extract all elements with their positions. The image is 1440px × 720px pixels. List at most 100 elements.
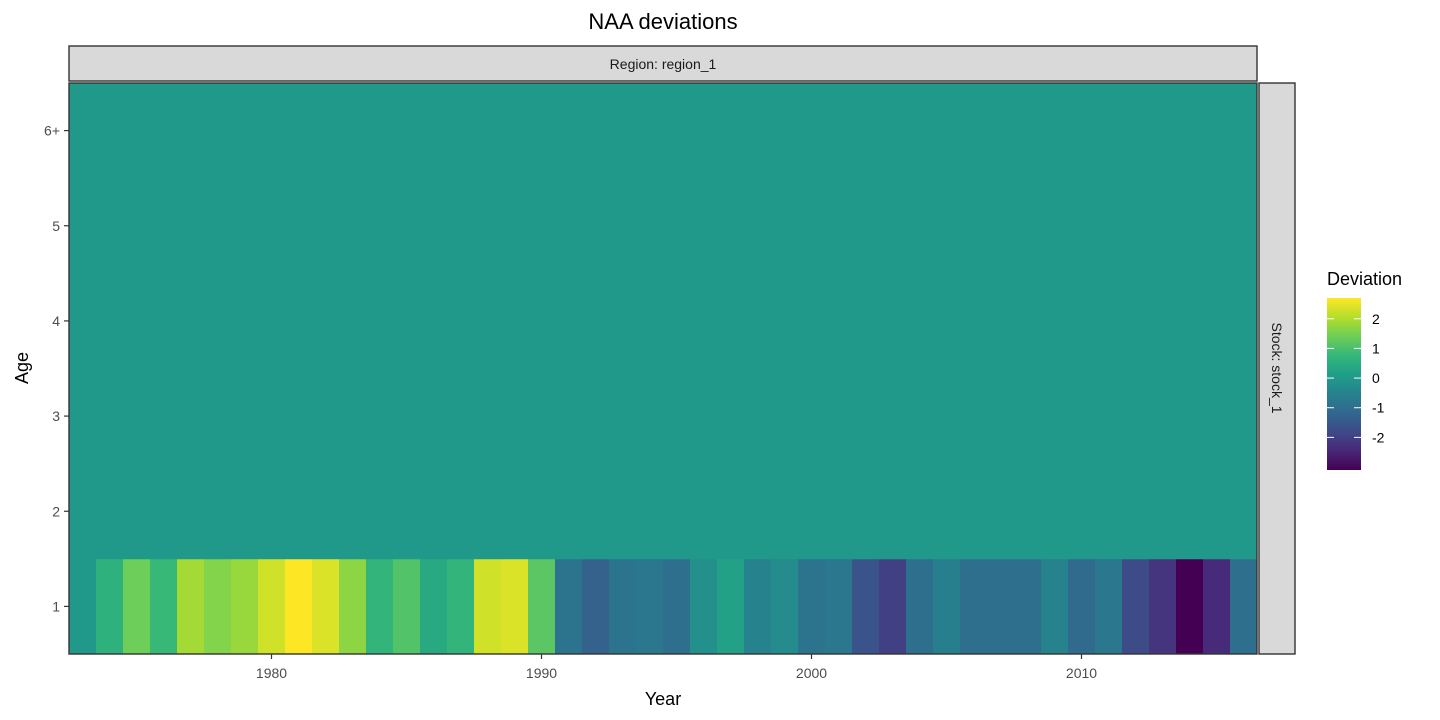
- heatmap-cell: [123, 463, 151, 560]
- heatmap-cell: [177, 463, 205, 560]
- x-tick-label: 2010: [1066, 665, 1097, 681]
- heatmap-cell: [1203, 273, 1231, 369]
- heatmap-cell: [339, 178, 367, 274]
- heatmap-cell: [987, 368, 1015, 465]
- heatmap-cell: [231, 178, 259, 274]
- heatmap-cell: [420, 368, 448, 465]
- heatmap-cell: [339, 83, 367, 179]
- legend-ticks: 2 1 0 -1 -2: [1327, 311, 1385, 445]
- heatmap-cell: [69, 178, 97, 274]
- heatmap-cell: [393, 368, 421, 465]
- heatmap-cell: [150, 463, 178, 560]
- heatmap-cell: [717, 368, 745, 465]
- heatmap-cells: [69, 83, 1258, 655]
- heatmap-cell: [1230, 368, 1258, 465]
- heatmap-cell: [285, 558, 313, 655]
- heatmap-cell: [933, 368, 961, 465]
- heatmap-cell: [960, 83, 988, 179]
- heatmap-cell: [744, 83, 772, 179]
- heatmap-cell: [663, 463, 691, 560]
- heatmap-cell: [798, 463, 826, 560]
- heatmap-cell: [1203, 463, 1231, 560]
- heatmap-cell: [393, 463, 421, 560]
- heatmap-cell: [1149, 558, 1177, 655]
- heatmap-cell: [744, 463, 772, 560]
- heatmap-cell: [771, 558, 799, 655]
- heatmap-cell: [906, 558, 934, 655]
- heatmap-cell: [501, 368, 529, 465]
- heatmap-cell: [231, 83, 259, 179]
- heatmap-cell: [663, 368, 691, 465]
- heatmap-cell: [150, 368, 178, 465]
- y-tick-label: 4: [52, 313, 60, 329]
- heatmap-cell: [987, 273, 1015, 369]
- heatmap-cell: [690, 273, 718, 369]
- heatmap-cell: [825, 178, 853, 274]
- heatmap-cell: [906, 463, 934, 560]
- heatmap-cell: [825, 83, 853, 179]
- heatmap-cell: [447, 463, 475, 560]
- heatmap-cell: [636, 178, 664, 274]
- heatmap-cell: [1041, 83, 1069, 179]
- legend-tick-label: 2: [1372, 311, 1380, 327]
- legend-tick-label: -2: [1372, 429, 1385, 445]
- heatmap-cell: [96, 558, 124, 655]
- heatmap-cell: [1014, 463, 1042, 560]
- heatmap-cell: [474, 273, 502, 369]
- heatmap-cell: [555, 368, 583, 465]
- heatmap-cell: [825, 273, 853, 369]
- heatmap-cell: [825, 368, 853, 465]
- x-tick-label: 1980: [256, 665, 287, 681]
- heatmap-cell: [1122, 558, 1150, 655]
- heatmap-cell: [528, 463, 556, 560]
- heatmap-cell: [987, 178, 1015, 274]
- y-tick-label: 6+: [44, 123, 60, 139]
- heatmap-cell: [447, 558, 475, 655]
- heatmap-cell: [1149, 463, 1177, 560]
- y-tick-label: 2: [52, 503, 60, 519]
- heatmap-cell: [393, 83, 421, 179]
- heatmap-cell: [798, 273, 826, 369]
- heatmap-cell: [447, 368, 475, 465]
- heatmap-cell: [1149, 273, 1177, 369]
- heatmap-cell: [933, 273, 961, 369]
- heatmap-cell: [1041, 273, 1069, 369]
- heatmap-cell: [1014, 178, 1042, 274]
- heatmap-cell: [312, 273, 340, 369]
- heatmap-cell: [366, 273, 394, 369]
- heatmap-cell: [96, 178, 124, 274]
- heatmap-cell: [609, 368, 637, 465]
- heatmap-cell: [285, 83, 313, 179]
- heatmap-cell: [717, 558, 745, 655]
- heatmap-cell: [1095, 558, 1123, 655]
- heatmap-cell: [285, 368, 313, 465]
- heatmap-cell: [258, 83, 286, 179]
- heatmap-cell: [771, 463, 799, 560]
- heatmap-cell: [798, 558, 826, 655]
- heatmap-cell: [933, 463, 961, 560]
- heatmap-cell: [285, 463, 313, 560]
- y-tick-label: 1: [52, 598, 60, 614]
- heatmap-cell: [852, 83, 880, 179]
- heatmap-cell: [771, 178, 799, 274]
- heatmap-cell: [420, 463, 448, 560]
- heatmap-cell: [1041, 463, 1069, 560]
- legend-tick-label: 1: [1372, 340, 1380, 356]
- heatmap-cell: [1149, 368, 1177, 465]
- heatmap-cell: [231, 558, 259, 655]
- heatmap-cell: [177, 178, 205, 274]
- heatmap-cell: [528, 83, 556, 179]
- heatmap-cell: [1041, 368, 1069, 465]
- heatmap-cell: [1176, 558, 1204, 655]
- heatmap-cell: [420, 83, 448, 179]
- heatmap-cell: [636, 83, 664, 179]
- heatmap-cell: [906, 368, 934, 465]
- heatmap-cell: [636, 273, 664, 369]
- heatmap-cell: [366, 368, 394, 465]
- heatmap-cell: [1203, 368, 1231, 465]
- heatmap-cell: [636, 463, 664, 560]
- heatmap-cell: [690, 178, 718, 274]
- heatmap-cell: [1014, 83, 1042, 179]
- heatmap-cell: [69, 368, 97, 465]
